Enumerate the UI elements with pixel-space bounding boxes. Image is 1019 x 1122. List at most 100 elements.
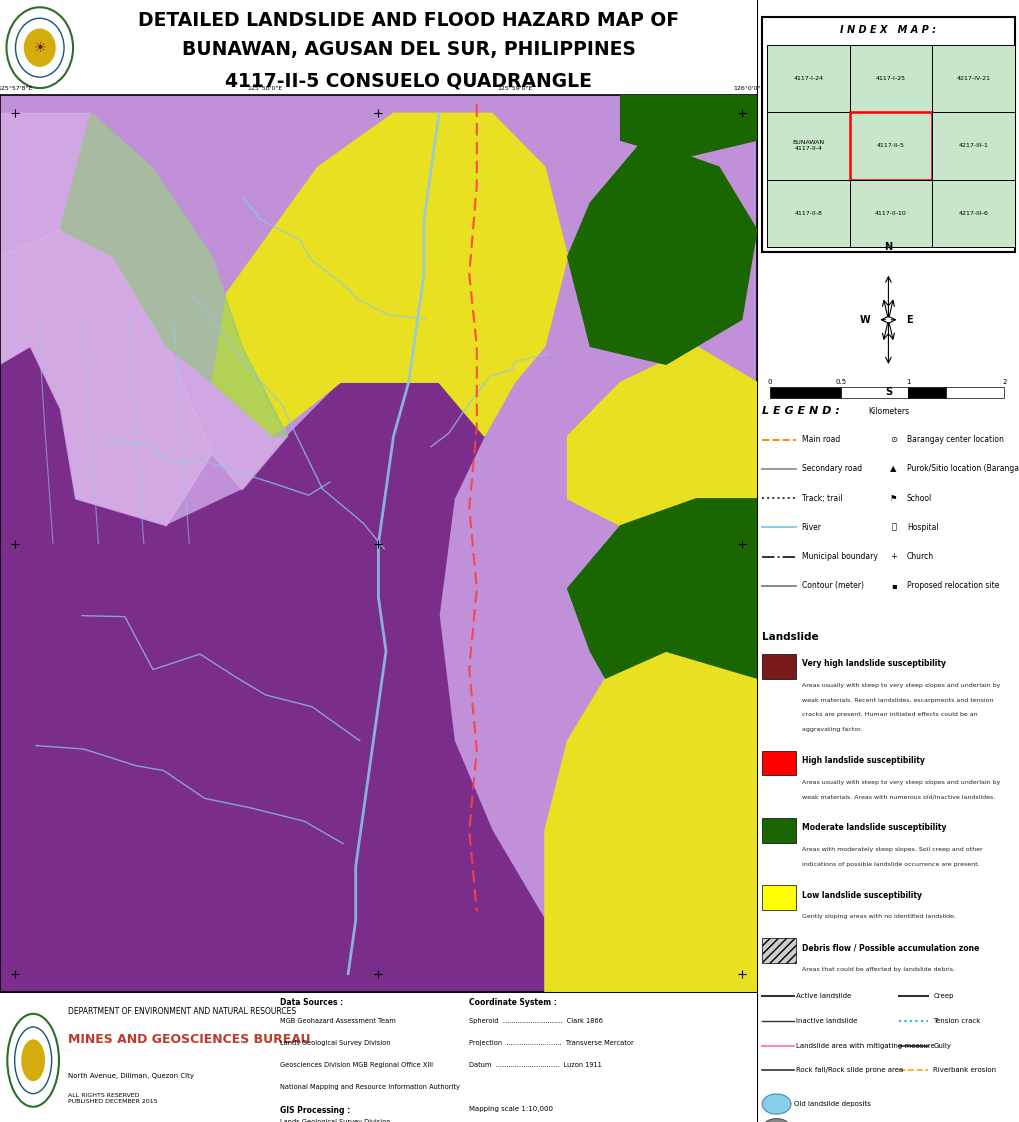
Text: Riverbank erosion: Riverbank erosion	[932, 1067, 996, 1074]
Text: Areas usually with steep to very steep slopes and underlain by: Areas usually with steep to very steep s…	[801, 683, 999, 688]
Text: Kilometers: Kilometers	[867, 407, 908, 416]
Text: Tension crack: Tension crack	[932, 1018, 979, 1024]
Text: +: +	[890, 552, 897, 561]
Bar	[761, 818, 796, 843]
Text: Data Sources :: Data Sources :	[280, 999, 343, 1008]
Text: 1: 1	[905, 379, 910, 385]
Bar	[769, 387, 841, 398]
Text: 126°0'0"E: 126°0'0"E	[733, 86, 764, 91]
Text: 4117-II-10: 4117-II-10	[874, 211, 906, 215]
Text: ▲: ▲	[890, 465, 896, 473]
Text: 4117-I-24: 4117-I-24	[793, 76, 823, 81]
Text: 4117-II-8: 4117-II-8	[794, 211, 821, 215]
Bar	[766, 112, 849, 180]
Text: Inactive landslide: Inactive landslide	[796, 1018, 857, 1024]
Text: Moderate landslide susceptibility: Moderate landslide susceptibility	[801, 824, 946, 833]
Polygon shape	[212, 113, 567, 436]
Text: Hospital: Hospital	[906, 523, 937, 532]
Text: 0: 0	[767, 379, 771, 385]
Bar	[849, 180, 931, 247]
Bar	[766, 45, 849, 112]
Bar	[907, 387, 946, 398]
Text: Debris flow / Possible accumulation zone: Debris flow / Possible accumulation zone	[801, 944, 978, 953]
Bar	[931, 180, 1014, 247]
Bar	[766, 180, 849, 247]
Text: Mapping scale 1:10,000: Mapping scale 1:10,000	[469, 1106, 552, 1112]
Text: Rock fall/Rock slide prone area: Rock fall/Rock slide prone area	[796, 1067, 903, 1074]
Text: Contour (meter): Contour (meter)	[801, 581, 863, 590]
Text: S: S	[884, 387, 891, 397]
Bar	[761, 885, 796, 910]
Polygon shape	[620, 95, 756, 158]
Text: 2: 2	[1001, 379, 1006, 385]
Polygon shape	[60, 113, 287, 436]
Text: Purok/Sitio location (Barangay): Purok/Sitio location (Barangay)	[906, 465, 1019, 473]
Text: Low landslide susceptibility: Low landslide susceptibility	[801, 891, 921, 900]
Text: 4217-III-1: 4217-III-1	[958, 144, 987, 148]
Text: Main road: Main road	[801, 435, 839, 444]
Text: cracks are present. Human initiated effects could be an: cracks are present. Human initiated effe…	[801, 712, 976, 717]
Text: BUNAWAN, AGUSAN DEL SUR, PHILIPPINES: BUNAWAN, AGUSAN DEL SUR, PHILIPPINES	[181, 40, 635, 59]
Text: DETAILED LANDSLIDE AND FLOOD HAZARD MAP OF: DETAILED LANDSLIDE AND FLOOD HAZARD MAP …	[138, 11, 679, 30]
Text: Municipal boundary: Municipal boundary	[801, 552, 876, 561]
Text: Gently sloping areas with no identified landslide.: Gently sloping areas with no identified …	[801, 914, 955, 919]
Text: GIS Processing :: GIS Processing :	[280, 1106, 350, 1115]
Text: weak materials. Areas with numerous old/inactive landslides.: weak materials. Areas with numerous old/…	[801, 794, 994, 799]
Bar	[849, 45, 931, 112]
Bar	[946, 387, 1004, 398]
Polygon shape	[0, 113, 287, 490]
Text: Church: Church	[906, 552, 933, 561]
Bar	[761, 751, 796, 775]
Ellipse shape	[761, 1119, 791, 1122]
Text: ▪: ▪	[890, 581, 896, 590]
Text: ⊙: ⊙	[890, 435, 897, 444]
Text: DEPARTMENT OF ENVIRONMENT AND NATURAL RESOURCES: DEPARTMENT OF ENVIRONMENT AND NATURAL RE…	[68, 1008, 296, 1017]
Text: W: W	[859, 315, 870, 324]
Ellipse shape	[761, 1094, 791, 1114]
Text: Spheroid  ............................  Clark 1866: Spheroid ............................ Cl…	[469, 1018, 602, 1024]
Text: indications of possible landslide occurrence are present.: indications of possible landslide occurr…	[801, 862, 978, 866]
Text: River: River	[801, 523, 820, 532]
Circle shape	[24, 29, 55, 66]
Text: Areas that could be affected by landslide debris.: Areas that could be affected by landslid…	[801, 967, 954, 972]
Text: 125°57'8"E: 125°57'8"E	[0, 86, 33, 91]
Polygon shape	[0, 230, 212, 526]
Text: 4217-IV-21: 4217-IV-21	[956, 76, 989, 81]
Text: aggravating factor.: aggravating factor.	[801, 727, 861, 732]
Text: Creep: Creep	[932, 993, 953, 1000]
Bar	[931, 112, 1014, 180]
Bar	[931, 45, 1014, 112]
Text: Active landslide: Active landslide	[796, 993, 851, 1000]
Text: Coordinate System :: Coordinate System :	[469, 999, 556, 1008]
Text: BUNAWAN
4117-II-4: BUNAWAN 4117-II-4	[792, 140, 823, 151]
Bar	[761, 17, 1014, 252]
Text: L E G E N D :: L E G E N D :	[761, 406, 839, 416]
Text: Old landslide deposits: Old landslide deposits	[793, 1101, 869, 1107]
Text: High landslide susceptibility: High landslide susceptibility	[801, 756, 923, 765]
Text: Track; trail: Track; trail	[801, 494, 842, 503]
Polygon shape	[567, 499, 756, 678]
Polygon shape	[0, 383, 544, 992]
Bar	[761, 654, 796, 679]
Text: ☀: ☀	[34, 40, 46, 55]
Text: Areas with moderately steep slopes. Soil creep and other: Areas with moderately steep slopes. Soil…	[801, 847, 981, 852]
Text: ⚑: ⚑	[889, 494, 897, 503]
Bar	[761, 938, 796, 963]
Text: Lands Geological Survey Division: Lands Geological Survey Division	[280, 1120, 390, 1122]
Text: North Avenue, Diliman, Quezon City: North Avenue, Diliman, Quezon City	[68, 1073, 194, 1078]
Text: 125°59'0"E: 125°59'0"E	[496, 86, 532, 91]
Text: Landslide area with mitigating measure: Landslide area with mitigating measure	[796, 1042, 934, 1049]
Text: 4117-II-5: 4117-II-5	[876, 144, 904, 148]
Text: Lands Geological Survey Division: Lands Geological Survey Division	[280, 1040, 390, 1046]
Text: Proposed relocation site: Proposed relocation site	[906, 581, 999, 590]
Text: Gully: Gully	[932, 1042, 951, 1049]
Text: School: School	[906, 494, 931, 503]
Text: Projection  ..........................  Transverse Mercator: Projection .......................... Tr…	[469, 1040, 634, 1046]
Text: Geosciences Division MGB Regional Office XIII: Geosciences Division MGB Regional Office…	[280, 1063, 433, 1068]
Polygon shape	[567, 347, 756, 526]
Circle shape	[22, 1040, 45, 1080]
Text: N: N	[883, 242, 892, 252]
Text: Datum  ..............................  Luzon 1911: Datum .............................. Luz…	[469, 1063, 601, 1068]
Bar	[849, 112, 931, 180]
Text: Secondary road: Secondary road	[801, 465, 861, 473]
